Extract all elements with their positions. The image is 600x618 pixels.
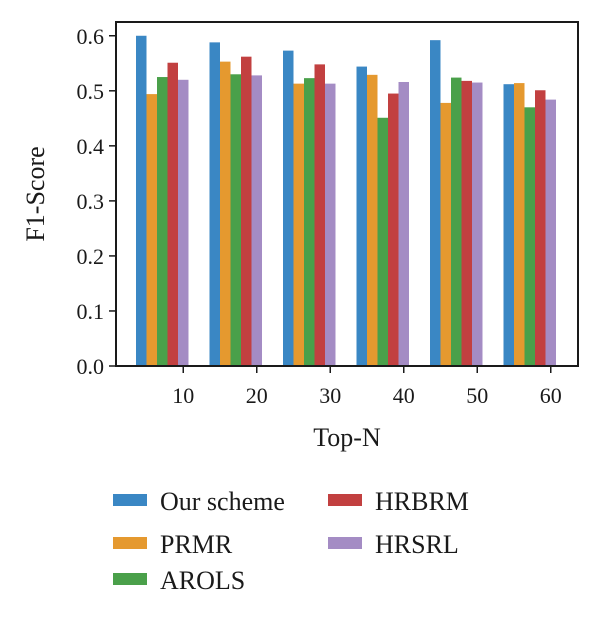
bar-prmr-50 [440, 102, 451, 366]
bar-our-scheme-10 [136, 35, 147, 366]
bar-hrsrl-20 [251, 75, 262, 367]
y-tick-label: 0.2 [77, 244, 105, 269]
y-tick-label: 0.0 [77, 354, 105, 379]
bar-hrsrl-40 [398, 81, 409, 367]
y-tick-label: 0.4 [77, 134, 105, 159]
bar-arols-20 [230, 74, 241, 367]
bar-hrbrm-60 [535, 90, 546, 366]
y-tick-label: 0.5 [77, 79, 105, 104]
y-tick-label: 0.3 [77, 189, 105, 214]
legend-swatch-arols [113, 573, 147, 585]
bar-our-scheme-40 [356, 66, 367, 366]
legend-swatch-hrsrl [328, 537, 362, 549]
bar-hrbrm-10 [167, 62, 178, 366]
y-axis-ticks: 0.0 0.1 0.2 0.3 0.4 0.5 0.6 [77, 24, 116, 379]
legend-swatch-prmr [113, 537, 147, 549]
bar-our-scheme-60 [503, 84, 514, 367]
x-axis-label: Top-N [313, 423, 381, 452]
legend-swatch-hrbrm [328, 494, 362, 506]
bar-arols-40 [377, 117, 388, 367]
bar-prmr-30 [293, 83, 304, 366]
legend-label-our-scheme: Our scheme [160, 487, 285, 516]
legend-label-hrsrl: HRSRL [375, 530, 459, 559]
bar-hrsrl-50 [472, 82, 483, 366]
bar-hrbrm-50 [461, 80, 472, 367]
x-tick-label: 60 [540, 383, 562, 408]
bar-arols-30 [304, 78, 315, 366]
bars-layer [136, 35, 556, 367]
y-tick-label: 0.1 [77, 299, 105, 324]
x-tick-label: 30 [319, 383, 341, 408]
bar-hrbrm-30 [314, 64, 325, 366]
bar-hrsrl-60 [545, 99, 556, 367]
x-tick-label: 40 [393, 383, 415, 408]
bar-our-scheme-30 [283, 50, 294, 367]
legend-label-hrbrm: HRBRM [375, 487, 469, 516]
plot-frame [115, 21, 579, 367]
bar-hrbrm-20 [241, 56, 252, 366]
legend-swatch-our-scheme [113, 494, 147, 506]
bar-arols-60 [524, 107, 535, 366]
legend-label-arols: AROLS [160, 566, 245, 595]
y-axis-label: F1-Score [21, 146, 50, 241]
bar-our-scheme-50 [430, 40, 441, 366]
bar-arols-50 [451, 77, 462, 367]
bar-prmr-10 [146, 94, 157, 366]
x-tick-label: 10 [172, 383, 194, 408]
legend: Our scheme PRMR AROLS HRBRM HRSRL [113, 487, 469, 595]
bar-hrsrl-30 [325, 83, 336, 366]
legend-label-prmr: PRMR [160, 530, 233, 559]
bar-prmr-40 [367, 74, 378, 366]
x-tick-label: 50 [466, 383, 488, 408]
bar-hrsrl-10 [178, 79, 189, 367]
bar-prmr-20 [220, 61, 231, 367]
y-tick-label: 0.6 [77, 24, 105, 49]
x-axis-ticks: 10 20 30 40 50 60 [172, 366, 562, 408]
bar-hrbrm-40 [388, 93, 399, 366]
bar-arols-10 [157, 77, 168, 366]
x-tick-label: 20 [246, 383, 268, 408]
bar-our-scheme-20 [209, 42, 220, 366]
bar-prmr-60 [514, 83, 525, 367]
